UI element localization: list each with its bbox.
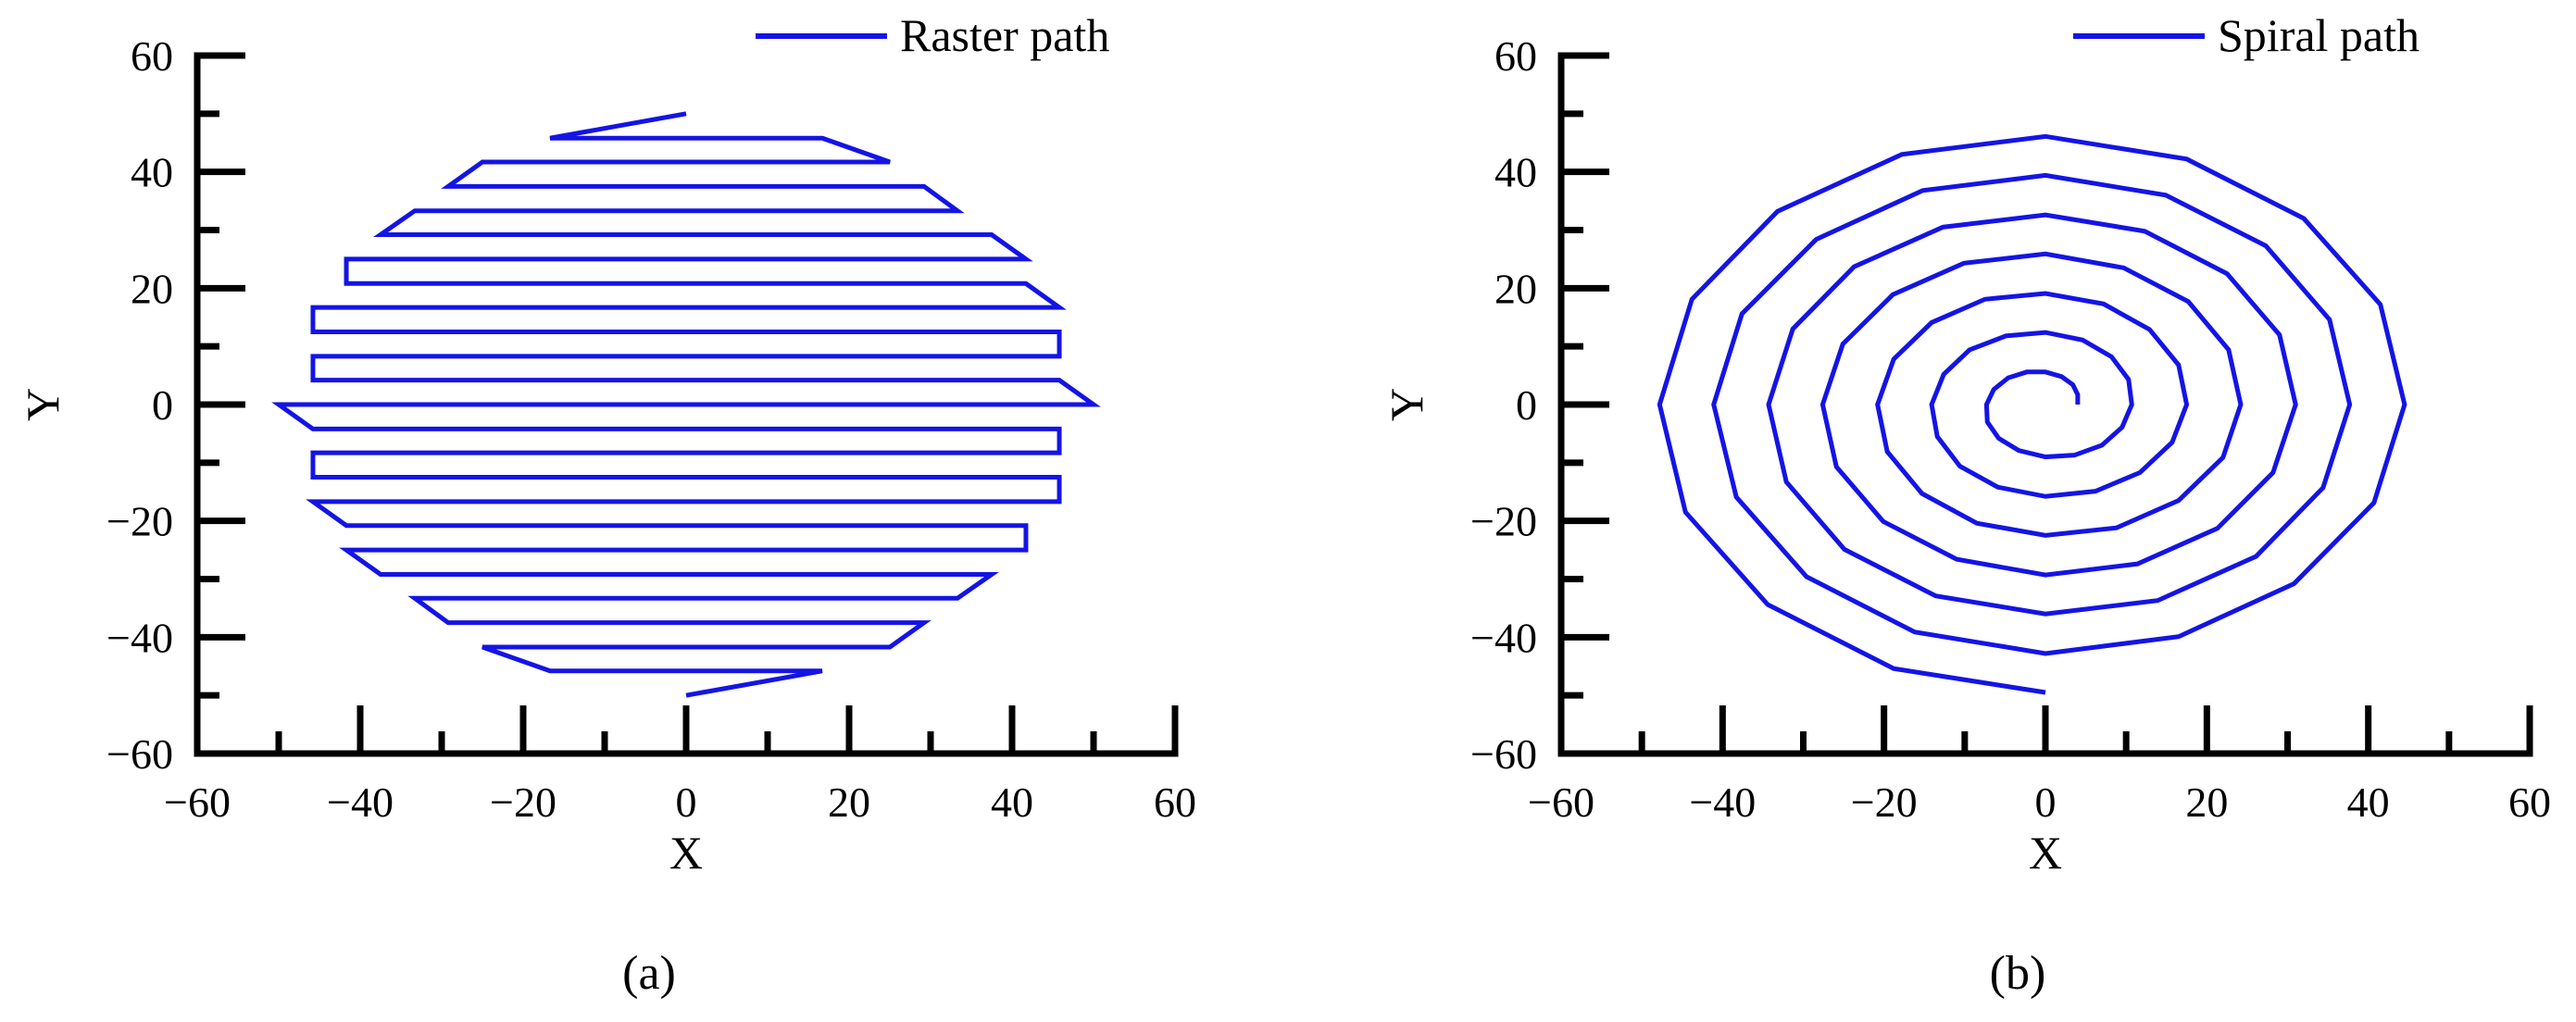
y-tick-label: 40 [131,149,173,196]
y-tick-label: −20 [106,498,173,545]
x-tick-label: −60 [1528,779,1594,826]
y-tick-label: −40 [106,614,173,661]
y-tick-label: 0 [1516,381,1537,429]
x-tick-label: 60 [1154,779,1196,826]
x-tick-label: 0 [676,779,697,826]
x-tick-label: 0 [2035,779,2057,826]
x-tick-label: 20 [828,779,870,826]
x-tick-label: 40 [991,779,1033,826]
x-tick-label: −60 [164,779,231,826]
y-axis-title: Y [17,388,69,421]
chart-panel: −60 −40 −20 0 20 40 60 −60 −40 −20 0 20 40 60 X Y (b) Spi… [1381,9,2551,1000]
legend-label: Raster path [900,9,1109,61]
x-tick-label: 60 [2508,779,2551,826]
y-tick-label: −60 [106,730,173,778]
x-tick-label: −40 [1689,779,1756,826]
x-axis-title: X [669,827,703,879]
legend-label: Spiral path [2218,9,2420,61]
x-axis-title: X [2029,827,2062,879]
data-line [271,111,1101,698]
y-tick-label: −20 [1470,498,1537,545]
y-tick-label: 20 [131,265,173,312]
y-tick-label: 40 [1494,149,1537,196]
y-tick-label: 0 [152,381,173,429]
y-tick-label: 60 [1494,32,1537,80]
x-tick-label: 40 [2347,779,2390,826]
chart-panel: −60 −40 −20 0 20 40 60 −60 −40 −20 0 20 40 60 X Y (a) Ras… [17,9,1196,1000]
caption: (a) [622,947,676,1000]
y-axis-title: Y [1381,388,1432,421]
data-line [1657,133,2407,695]
y-tick-label: 20 [1494,265,1537,312]
y-tick-label: 60 [131,32,173,80]
x-tick-label: −20 [490,779,556,826]
caption: (b) [1990,947,2046,1000]
y-tick-label: −60 [1470,730,1537,778]
x-tick-label: −40 [327,779,394,826]
y-tick-label: −40 [1470,614,1537,661]
x-tick-label: 20 [2185,779,2228,826]
x-tick-label: −20 [1851,779,1918,826]
